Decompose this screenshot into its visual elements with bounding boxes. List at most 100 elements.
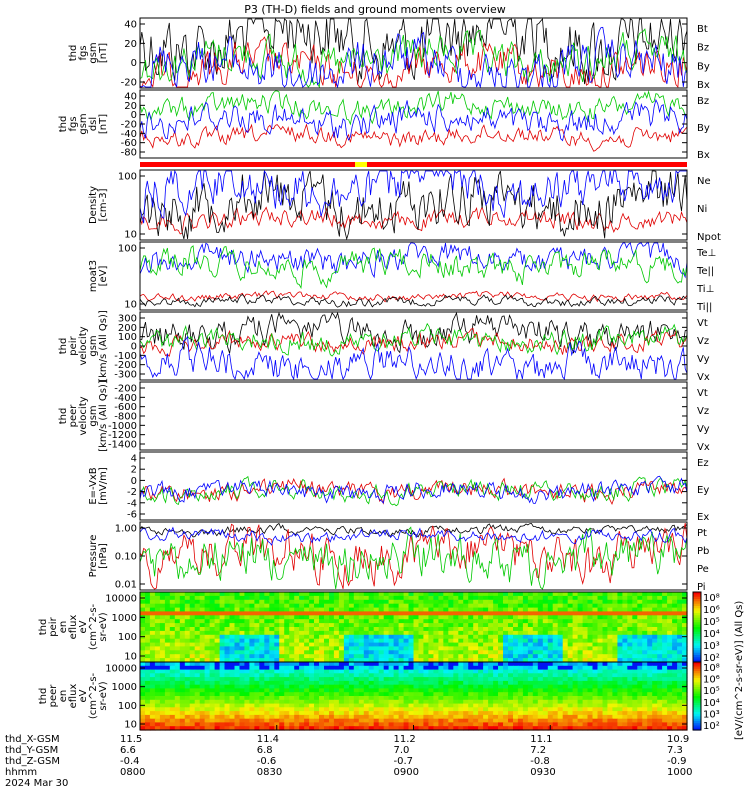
heatmap-cell [373,634,380,640]
heatmap-cell [567,696,574,701]
heatmap-cell [607,654,613,659]
heatmap-cell [503,726,509,731]
heatmap-cell [597,658,604,663]
heatmap-cell [378,673,385,678]
y-axis-label: thd peir velocity gsm [km/s (All Qs)] [58,310,109,382]
heatmap-cell [214,592,221,597]
heatmap-cell [239,627,246,632]
heatmap-cell [532,677,539,682]
heatmap-cell [532,595,539,601]
heatmap-cell [597,665,604,671]
heatmap-cell [468,696,474,701]
heatmap-cell [264,646,270,651]
heatmap-cell [368,665,375,671]
heatmap-cell [329,603,335,609]
heatmap-cell [592,623,599,628]
heatmap-cell [428,692,434,697]
heatmap-cell [577,703,584,708]
heatmap-cell [537,599,544,605]
y-tick-label: -2 [127,487,137,498]
heatmap-cell [503,699,509,705]
panel-frame [139,169,688,241]
heatmap-cell [513,619,519,624]
heatmap-cell [343,699,350,705]
heatmap-cell [617,696,623,701]
heatmap-cell [617,611,623,616]
heatmap-cell [284,630,290,636]
heatmap-cell [513,623,519,628]
heatmap-cell [358,611,365,616]
heatmap-cell [463,603,469,609]
heatmap-cell [264,599,270,605]
heatmap-cell [154,638,161,644]
heatmap-cell [249,658,255,663]
y-axis-label-line: gsm [88,42,99,63]
heatmap-cell [463,699,469,705]
heatmap-cell [363,654,370,659]
heatmap-cell [309,707,315,712]
heatmap-cell [423,642,429,648]
colorbar-cell [693,696,701,699]
heatmap-cell [154,703,161,708]
heatmap-cell [637,696,643,701]
heatmap-cell [224,595,231,601]
heatmap-cell [229,623,236,628]
heatmap-cell [632,634,638,640]
heatmap-cell [214,662,221,667]
heatmap-cell [557,665,564,671]
heatmap-cell [164,703,171,708]
heatmap-cell [458,654,464,659]
heatmap-cell [159,707,166,712]
heatmap-cell [145,718,151,724]
heatmap-cell [244,650,250,655]
heatmap-cell [169,592,176,597]
heatmap-cell [264,722,270,727]
heatmap-cell [209,703,216,708]
heatmap-cell [478,619,484,624]
heatmap-cell [304,615,310,620]
heatmap-cell [652,627,658,632]
heatmap-cell [637,692,643,697]
heatmap-cell [542,603,549,609]
heatmap-cell [254,726,260,731]
series-line-Ex [139,475,688,504]
heatmap-cell [289,603,295,609]
heatmap-cell [373,603,380,609]
x-axis-value-y: 6.8 [257,745,273,756]
heatmap-cell [333,707,340,712]
y-axis-label: moat3 [eV] [88,260,109,292]
heatmap-cell [149,607,156,613]
heatmap-cell [398,634,405,640]
heatmap-cell [478,630,484,636]
heatmap-cell [428,707,434,712]
heatmap-cell [154,630,161,636]
heatmap-cell [249,688,255,693]
y-axis-label-line: [nPa] [98,543,109,569]
heatmap-cell [403,726,410,731]
heatmap-cell [408,684,415,690]
heatmap-cell [373,684,380,690]
heatmap-cell [224,654,231,659]
heatmap-cell [368,611,375,616]
heatmap-cell [219,611,226,616]
heatmap-cell [597,703,604,708]
heatmap-cell [672,634,678,640]
heatmap-cell [149,630,156,636]
heatmap-cell [393,688,400,693]
heatmap-cell [572,677,579,682]
heatmap-cell [503,615,509,620]
heatmap-cell [577,673,584,678]
legend-entry-Vz: Vz [697,406,709,417]
y-axis-label-line: sr-eV) [98,681,109,710]
heatmap-cell [418,665,425,671]
heatmap-cell [667,669,673,674]
heatmap-cell [537,699,544,705]
heatmap-cell [537,642,544,648]
heatmap-cell [149,711,156,716]
heatmap-cell [343,599,350,605]
heatmap-cell [294,722,300,727]
heatmap-cell [244,696,250,701]
colorbar-tick-label: 10⁸ [703,663,720,674]
heatmap-cell [184,607,191,613]
heatmap-cell [249,684,255,690]
